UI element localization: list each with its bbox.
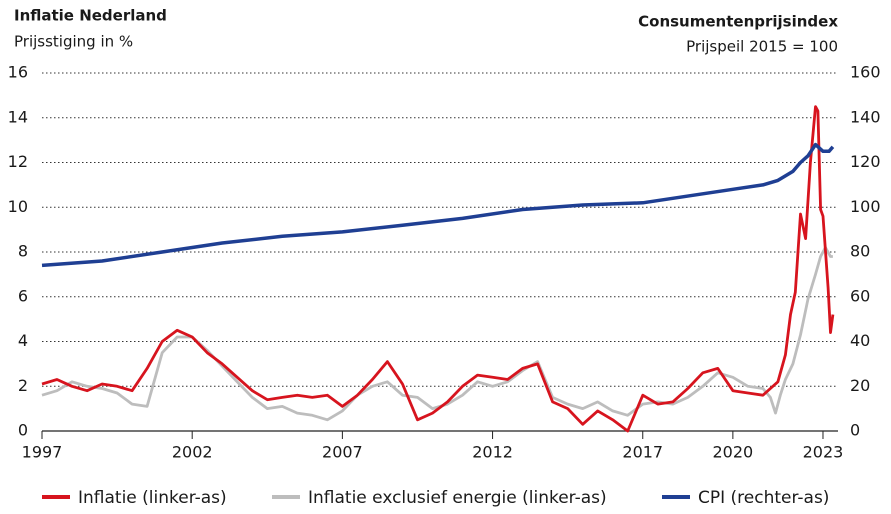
chart-subtitle: Prijsstiging in % (14, 33, 133, 51)
y-tick-label: 6 (18, 286, 28, 305)
y-tick-label: 0 (18, 421, 28, 440)
x-tick-label: 2007 (322, 443, 363, 462)
y2-tick-label: 80 (850, 242, 870, 261)
y-tick-label: 8 (18, 242, 28, 261)
x-tick-label: 2017 (622, 443, 663, 462)
x-tick-label: 1997 (22, 443, 63, 462)
legend-label: Inflatie (linker-as) (78, 488, 227, 508)
series-line (41, 142, 835, 268)
y2-tick-label: 120 (850, 152, 881, 171)
y2-tick-label: 100 (850, 197, 881, 216)
series-line (41, 246, 833, 422)
y-tick-label: 12 (8, 152, 28, 171)
y-tick-label: 4 (18, 331, 28, 350)
y2-tick-label: 20 (850, 376, 870, 395)
y2-title: Consumentenprijsindex (638, 13, 838, 31)
series-line (41, 105, 835, 433)
y2-tick-label: 60 (850, 286, 870, 305)
y2-tick-label: 0 (850, 421, 860, 440)
y2-tick-label: 40 (850, 331, 870, 350)
y2-tick-label: 160 (850, 63, 881, 82)
y-tick-label: 14 (8, 107, 28, 126)
legend-label: Inflatie exclusief energie (linker-as) (308, 488, 607, 508)
x-tick-label: 2023 (803, 443, 844, 462)
y-tick-label: 10 (8, 197, 28, 216)
y2-tick-label: 140 (850, 107, 881, 126)
y-tick-label: 2 (18, 376, 28, 395)
legend-label: CPI (rechter-as) (698, 488, 829, 508)
y-tick-label: 16 (8, 63, 28, 82)
x-tick-label: 2002 (172, 443, 213, 462)
chart-title: Inflatie Nederland (14, 7, 167, 25)
x-tick-label: 2020 (713, 443, 754, 462)
x-tick-label: 2012 (472, 443, 513, 462)
y2-subtitle: Prijspeil 2015 = 100 (686, 38, 838, 56)
